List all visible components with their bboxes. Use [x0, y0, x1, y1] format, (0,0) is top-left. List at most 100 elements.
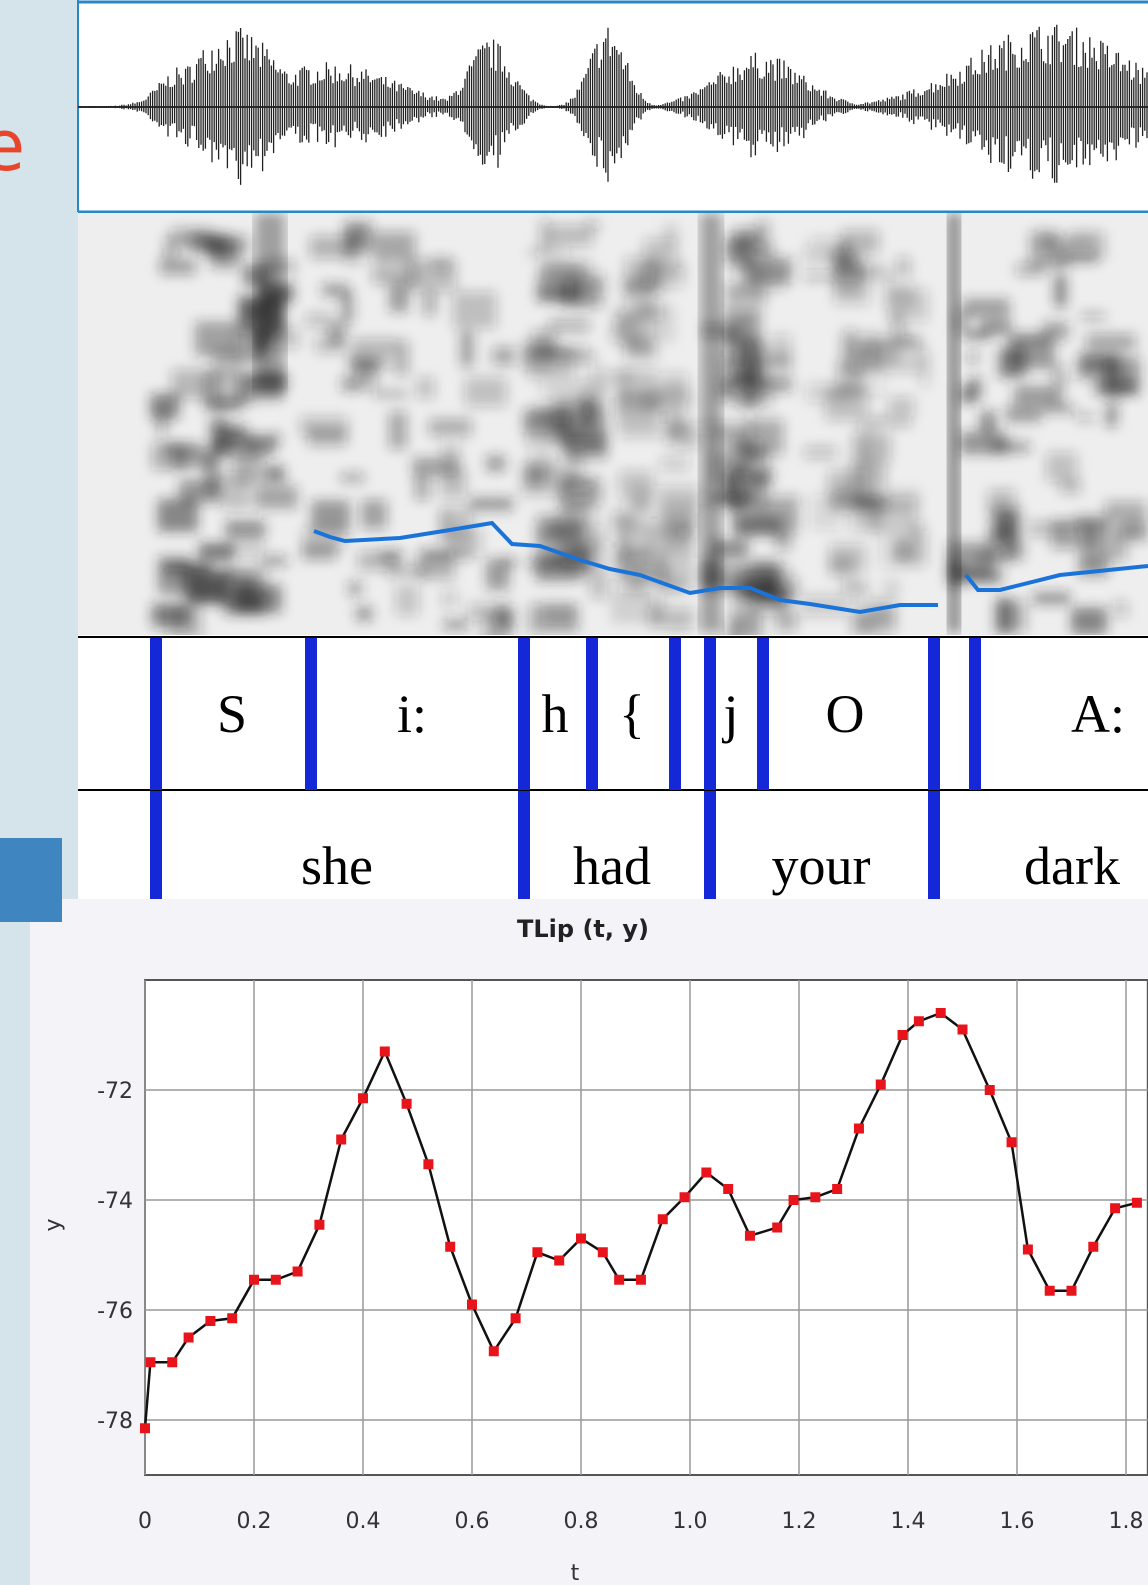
data-point	[576, 1234, 586, 1244]
spec-blob	[1006, 407, 1042, 422]
spec-blob	[643, 239, 676, 275]
spec-blob	[564, 436, 608, 459]
slide-box	[0, 838, 62, 922]
spec-blob	[442, 590, 457, 608]
spec-blob	[352, 339, 396, 352]
spec-blob	[1005, 542, 1024, 559]
spec-blob	[407, 259, 457, 292]
spec-blob	[1016, 263, 1045, 276]
data-point	[314, 1220, 324, 1230]
spec-blob	[959, 386, 976, 403]
spec-blob	[661, 457, 689, 470]
data-point	[598, 1247, 608, 1257]
data-point	[745, 1231, 755, 1241]
spec-blob	[262, 556, 288, 566]
spec-blob	[888, 397, 914, 416]
spec-blob	[811, 495, 842, 530]
spec-band	[700, 213, 722, 633]
spec-blob	[543, 261, 592, 280]
slide-fragment: e	[0, 105, 25, 187]
data-point	[680, 1192, 690, 1202]
spec-blob	[626, 280, 653, 306]
spec-blob	[633, 305, 675, 342]
spec-blob	[1113, 601, 1128, 617]
spec-blob	[158, 499, 198, 532]
data-point	[985, 1085, 995, 1095]
data-point	[658, 1214, 668, 1224]
data-point	[205, 1316, 215, 1326]
spec-blob	[1075, 413, 1095, 422]
spec-blob	[756, 221, 770, 234]
spec-blob	[1081, 526, 1127, 561]
spec-blob	[225, 521, 265, 539]
spec-blob	[669, 410, 685, 439]
spec-blob	[1122, 522, 1146, 540]
spec-blob	[150, 394, 179, 419]
spec-blob	[611, 591, 652, 623]
spec-blob	[967, 352, 978, 363]
spec-blob	[1060, 252, 1098, 263]
spec-blob	[356, 607, 373, 621]
x-tick-label: 0.6	[455, 1509, 490, 1534]
y-tick-label: -72	[97, 1079, 133, 1104]
spec-blob	[166, 606, 202, 639]
phoneme-label: {	[619, 684, 645, 744]
data-point	[854, 1124, 864, 1134]
phoneme-label: O	[826, 684, 865, 744]
data-point	[701, 1168, 711, 1178]
data-point	[489, 1346, 499, 1356]
spec-blob	[618, 369, 635, 398]
spec-blob	[172, 448, 214, 468]
spec-blob	[856, 271, 895, 283]
spec-blob	[873, 417, 911, 427]
spec-blob	[1108, 384, 1119, 409]
data-point	[271, 1275, 281, 1285]
spec-blob	[222, 472, 250, 510]
data-point	[876, 1080, 886, 1090]
data-point	[614, 1275, 624, 1285]
phoneme-label: A:	[1071, 684, 1125, 744]
spec-blob	[980, 411, 996, 434]
spec-blob	[761, 496, 799, 506]
data-point	[772, 1223, 782, 1233]
data-point	[293, 1267, 303, 1277]
data-point	[636, 1275, 646, 1285]
spec-blob	[440, 469, 465, 497]
data-point	[832, 1184, 842, 1194]
data-point	[914, 1016, 924, 1026]
data-point	[358, 1093, 368, 1103]
spec-blob	[853, 433, 891, 462]
spec-blob	[619, 420, 658, 437]
spec-blob	[1103, 375, 1119, 383]
spec-blob	[837, 365, 864, 394]
spec-blob	[535, 405, 576, 421]
spec-blob	[585, 405, 603, 437]
spec-blob	[541, 381, 582, 394]
data-point	[167, 1357, 177, 1367]
spec-blob	[591, 369, 609, 398]
spec-blob	[829, 544, 865, 573]
spec-blob	[460, 331, 473, 367]
spec-blob	[561, 489, 597, 525]
data-point	[723, 1184, 733, 1194]
spec-blob	[158, 556, 191, 593]
data-point	[958, 1025, 968, 1035]
spec-blob	[867, 360, 880, 369]
spec-blob	[612, 522, 651, 540]
spec-blob	[203, 373, 231, 410]
spec-blob	[897, 257, 910, 276]
spec-blob	[271, 432, 281, 444]
data-point	[467, 1300, 477, 1310]
spec-blob	[775, 530, 791, 550]
spec-blob	[633, 495, 650, 517]
data-point	[402, 1099, 412, 1109]
spec-blob	[1080, 312, 1106, 320]
spec-blob	[745, 276, 786, 291]
data-point	[1132, 1198, 1142, 1208]
spec-blob	[590, 576, 607, 599]
spec-blob	[179, 480, 221, 503]
spec-blob	[1055, 275, 1067, 307]
spectrogram	[78, 213, 1148, 650]
spec-blob	[328, 322, 345, 344]
spec-blob	[469, 497, 513, 510]
